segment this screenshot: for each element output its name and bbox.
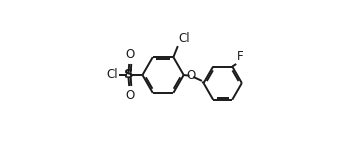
Text: O: O <box>187 69 196 82</box>
Text: O: O <box>126 48 135 61</box>
Text: O: O <box>126 89 135 102</box>
Text: S: S <box>125 69 134 81</box>
Text: Cl: Cl <box>179 32 190 45</box>
Text: F: F <box>237 50 244 63</box>
Text: Cl: Cl <box>107 69 118 81</box>
